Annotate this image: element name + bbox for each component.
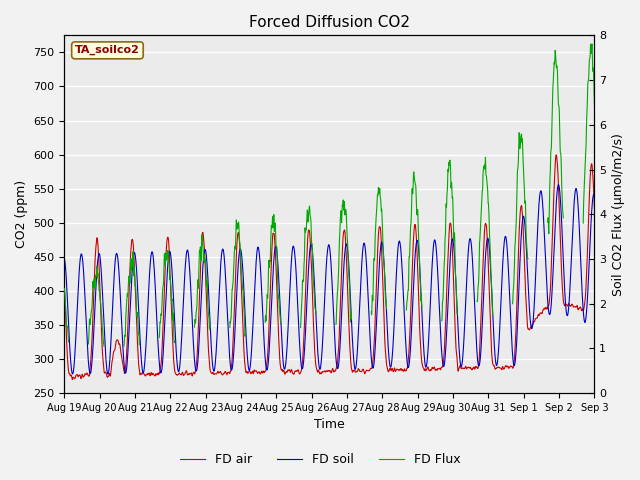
FD air xyxy=(544,303,552,309)
FD air xyxy=(61,287,68,293)
FD air xyxy=(345,318,353,324)
FD Flux xyxy=(544,219,552,225)
Title: Forced Diffusion CO2: Forced Diffusion CO2 xyxy=(249,15,410,30)
FD air xyxy=(356,369,364,374)
FD soil xyxy=(591,191,598,197)
Y-axis label: CO2 (ppm): CO2 (ppm) xyxy=(15,180,28,248)
Text: TA_soilco2: TA_soilco2 xyxy=(75,45,140,56)
FD air xyxy=(484,240,492,245)
FD Flux xyxy=(591,103,598,108)
X-axis label: Time: Time xyxy=(314,419,345,432)
FD soil xyxy=(554,182,562,188)
FD soil xyxy=(559,245,566,251)
FD air xyxy=(209,370,216,376)
FD air xyxy=(559,291,566,297)
FD Flux xyxy=(559,206,566,212)
FD Flux xyxy=(484,184,492,190)
Legend: FD air, FD soil, FD Flux: FD air, FD soil, FD Flux xyxy=(175,448,465,471)
FD soil xyxy=(544,300,552,306)
Line: FD air: FD air xyxy=(65,155,595,380)
FD soil xyxy=(345,261,353,266)
FD soil xyxy=(61,256,68,262)
FD soil xyxy=(484,236,492,241)
FD Flux xyxy=(61,286,68,291)
FD soil xyxy=(356,289,364,295)
FD air xyxy=(591,206,598,212)
Y-axis label: Soil CO2 Flux (μmol/m2/s): Soil CO2 Flux (μmol/m2/s) xyxy=(612,133,625,296)
Line: FD Flux: FD Flux xyxy=(65,44,595,346)
FD air xyxy=(68,377,76,383)
FD soil xyxy=(104,371,112,377)
FD Flux xyxy=(345,271,353,276)
FD soil xyxy=(209,361,216,367)
FD air xyxy=(552,152,560,158)
Line: FD soil: FD soil xyxy=(65,185,595,374)
